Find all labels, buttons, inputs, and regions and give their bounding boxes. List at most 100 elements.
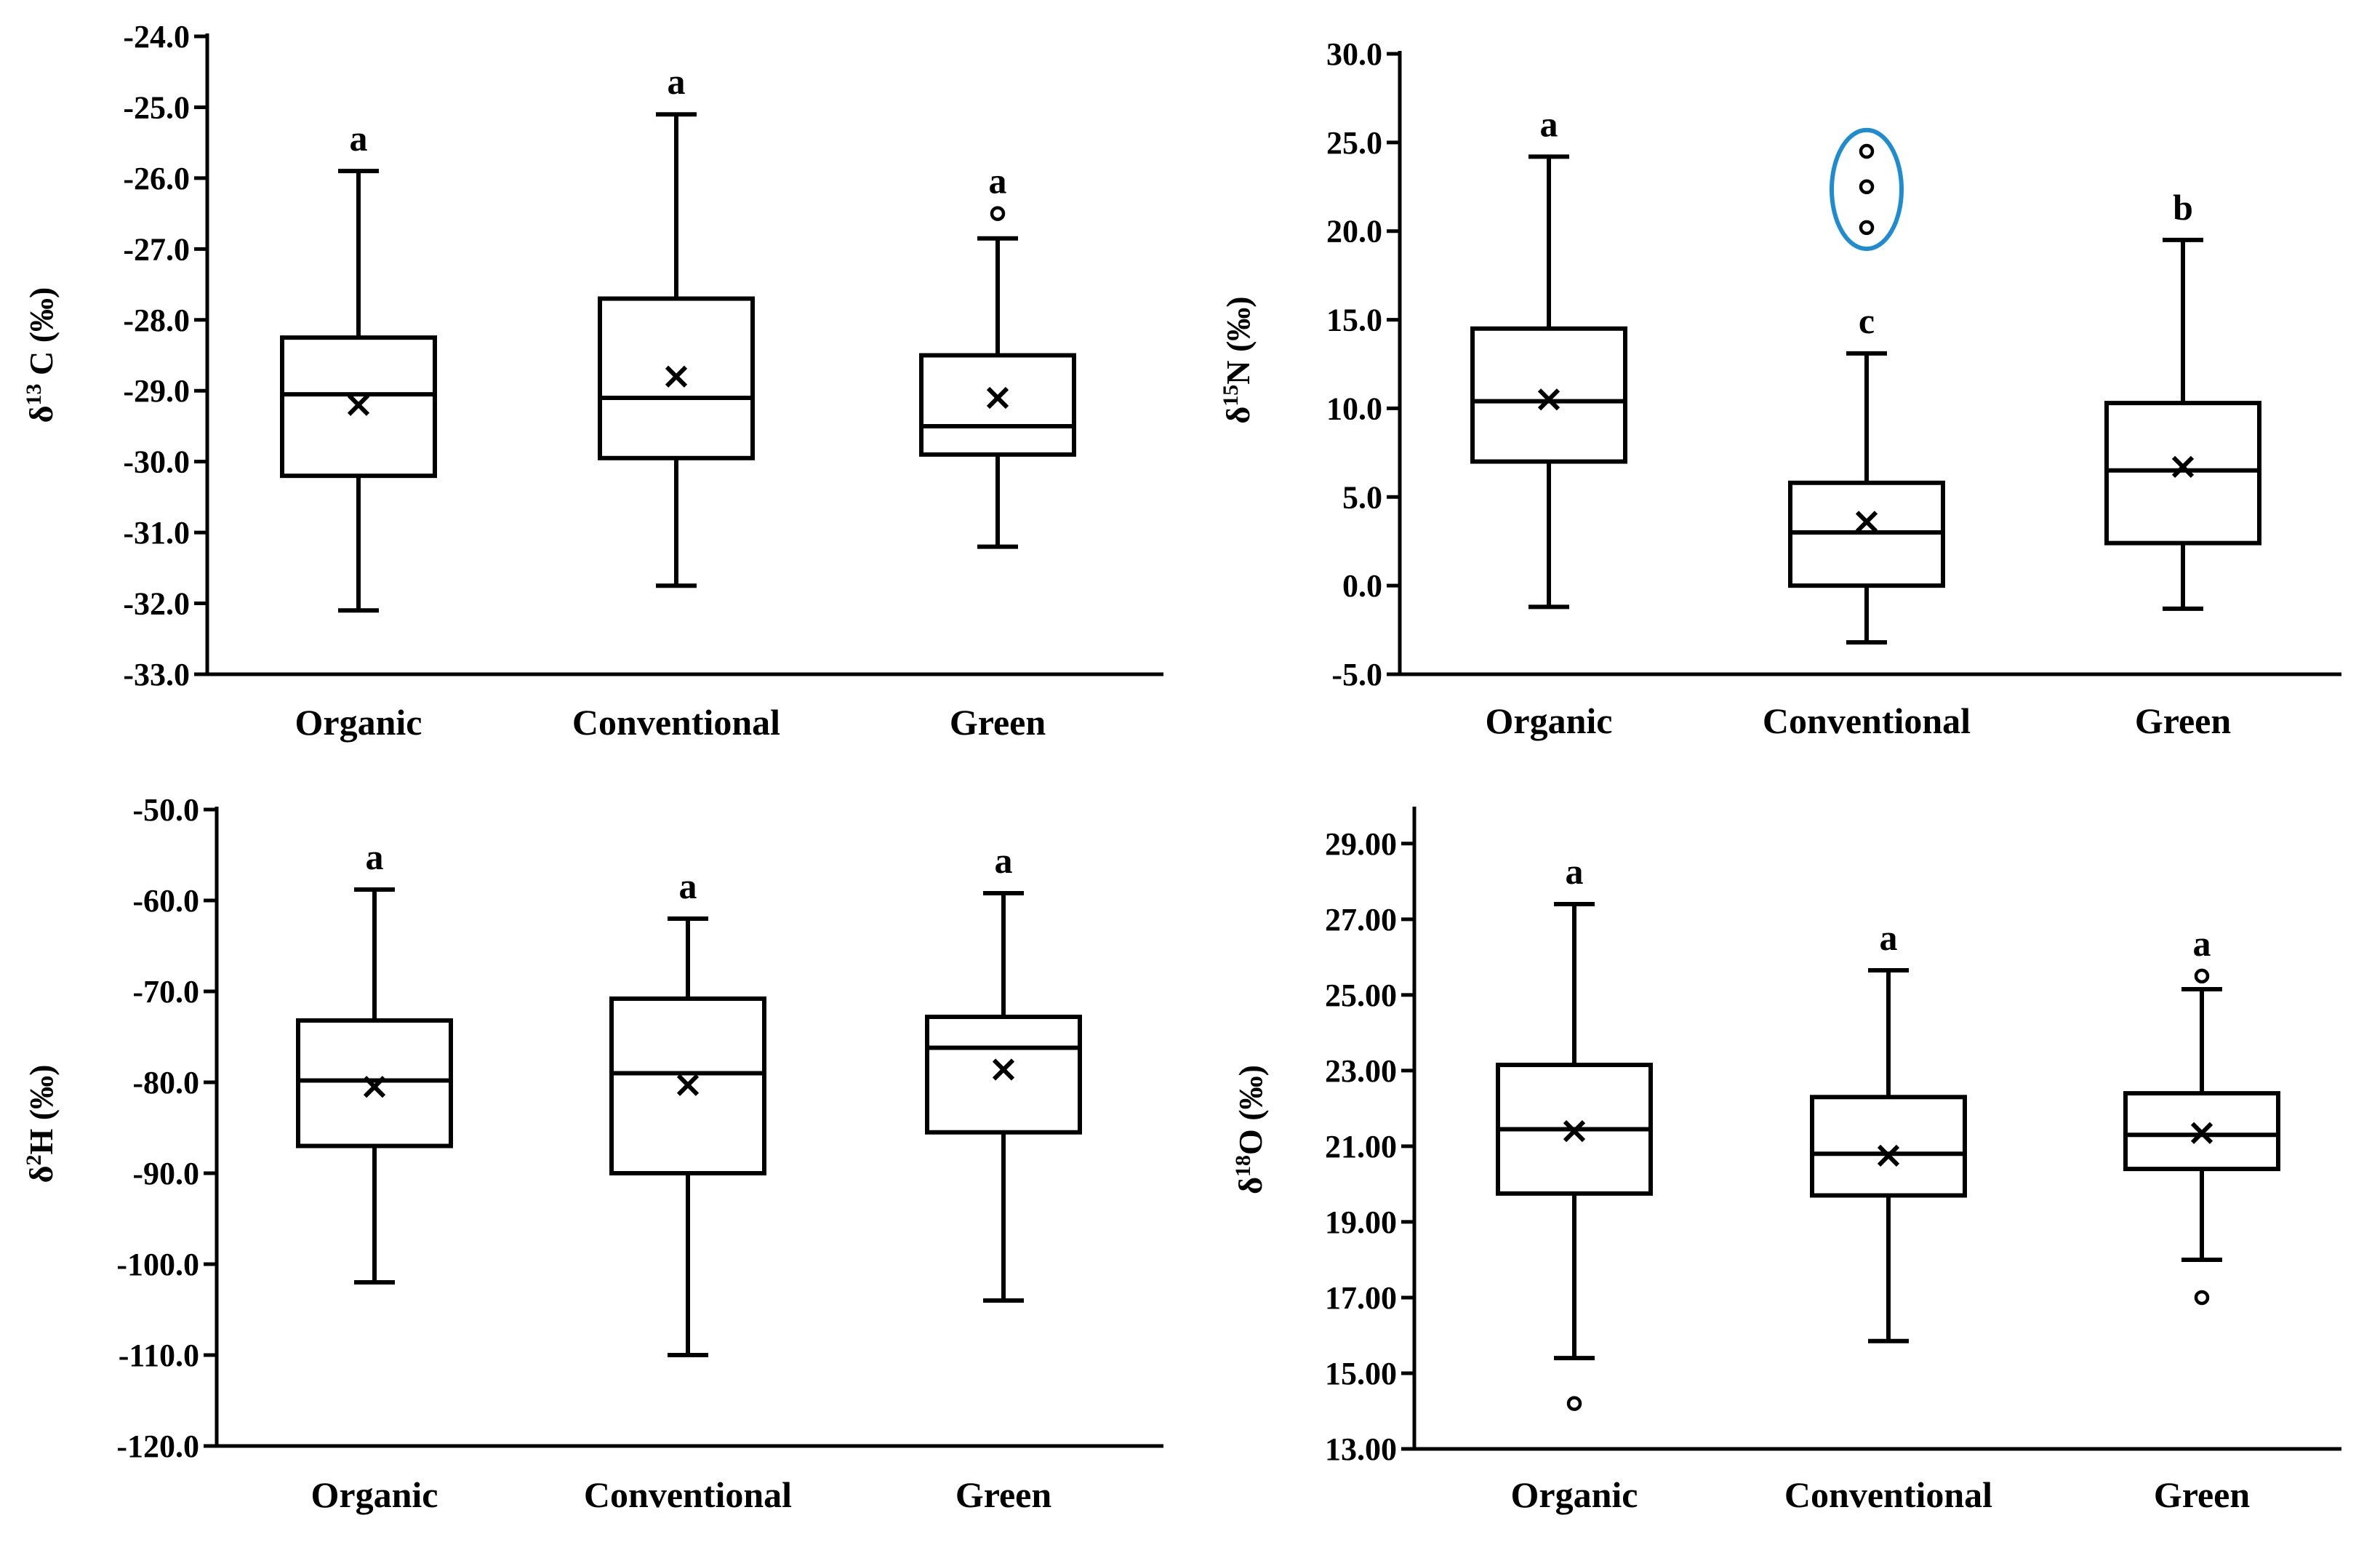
y-tick-label: 27.00 bbox=[1325, 902, 1397, 938]
x-category-label: Organic bbox=[1511, 1474, 1638, 1515]
panel-d13c: -24.0 -25.0 -26.0 -27.0 -28.0 -29.0 -30.0 -31.0… bbox=[22, 19, 1163, 743]
y-axis-label: δ2H (‰) bbox=[22, 1065, 60, 1183]
iqr-box bbox=[1810, 1095, 1967, 1198]
box-organic: a bbox=[1470, 103, 1627, 610]
mean-marker-stroke bbox=[1537, 388, 1560, 411]
y-tick-label: -60.0 bbox=[132, 883, 199, 919]
box-conventional: a bbox=[1810, 917, 1967, 1343]
y-tick-label: -27.0 bbox=[123, 231, 190, 267]
x-category-label: Conventional bbox=[584, 1474, 792, 1515]
y-tick-label: -80.0 bbox=[132, 1065, 199, 1100]
y-axis-label-prefix: δ bbox=[1219, 407, 1257, 424]
box-organic: a bbox=[280, 118, 437, 613]
y-axis-label: δ15N (‰) bbox=[1219, 296, 1257, 423]
mean-marker-stroke bbox=[347, 394, 370, 416]
significance-letter: a bbox=[995, 840, 1013, 881]
x-category-label: Organic bbox=[295, 702, 422, 743]
y-axis-label-prefix: δ bbox=[23, 1166, 60, 1183]
y-axis-label-superscript: 13 bbox=[22, 383, 46, 405]
significance-letter: a bbox=[366, 836, 384, 877]
y-axis-label-superscript: 15 bbox=[1219, 385, 1243, 407]
box-green: a bbox=[2123, 923, 2280, 1306]
y-tick-label: 29.00 bbox=[1325, 826, 1397, 862]
iqr-box bbox=[919, 353, 1076, 457]
box-organic: a bbox=[296, 836, 453, 1285]
mean-marker-stroke bbox=[363, 1076, 386, 1098]
mean-marker-stroke bbox=[665, 365, 688, 388]
mean-marker bbox=[986, 386, 1009, 410]
mean-marker-stroke bbox=[1877, 1144, 1900, 1167]
x-category-label: Green bbox=[2135, 700, 2232, 741]
mean-marker bbox=[2190, 1122, 2213, 1144]
outlier-point bbox=[2194, 1290, 2210, 1306]
x-category-label: Organic bbox=[1486, 700, 1613, 741]
y-tick-label: 25.00 bbox=[1325, 978, 1397, 1013]
mean-marker bbox=[1877, 1144, 1900, 1167]
y-tick-label: -28.0 bbox=[123, 303, 190, 338]
y-tick-label: -25.0 bbox=[123, 89, 190, 125]
significance-letter: c bbox=[1859, 300, 1875, 341]
iqr-box bbox=[1470, 326, 1627, 464]
y-axis-label-unit: H (‰) bbox=[23, 1065, 60, 1155]
y-tick-label: -90.0 bbox=[132, 1156, 199, 1191]
y-axis-label-unit: C (‰) bbox=[23, 287, 60, 384]
y-axis-label-prefix: δ bbox=[1232, 1177, 1269, 1194]
y-axis-label: δ18O (‰) bbox=[1231, 1065, 1269, 1194]
y-tick-label: -33.0 bbox=[123, 657, 190, 692]
significance-letter: a bbox=[350, 118, 368, 159]
mean-marker bbox=[676, 1074, 700, 1096]
significance-letter: a bbox=[1540, 103, 1558, 144]
outlier-point bbox=[1566, 1396, 1582, 1411]
x-category-label: Organic bbox=[311, 1474, 438, 1515]
y-tick-label: -70.0 bbox=[132, 974, 199, 1010]
y-tick-label: -32.0 bbox=[123, 586, 190, 622]
y-tick-label: -120.0 bbox=[116, 1429, 199, 1464]
y-tick-label: -100.0 bbox=[116, 1247, 199, 1282]
y-axis-label-unit: O (‰) bbox=[1232, 1065, 1269, 1155]
y-tick-label: 25.0 bbox=[1326, 125, 1382, 161]
y-tick-label: -30.0 bbox=[123, 444, 190, 480]
outlier-highlight-ellipse bbox=[1830, 127, 1904, 252]
mean-marker bbox=[2171, 455, 2195, 478]
mean-marker bbox=[665, 365, 688, 388]
y-axis-label-superscript: 18 bbox=[1231, 1155, 1255, 1177]
y-tick-label: 15.00 bbox=[1325, 1356, 1397, 1391]
y-tick-label: 23.00 bbox=[1325, 1053, 1397, 1089]
x-category-label: Conventional bbox=[1784, 1474, 1992, 1515]
y-tick-label: -29.0 bbox=[123, 373, 190, 409]
box-conventional: a bbox=[609, 866, 766, 1357]
outlier-point bbox=[2194, 968, 2210, 984]
y-tick-label: 30.0 bbox=[1326, 36, 1382, 72]
significance-letter: a bbox=[1880, 917, 1898, 958]
box-green: a bbox=[919, 161, 1076, 549]
y-tick-label: -26.0 bbox=[123, 161, 190, 196]
outlier-point bbox=[1859, 143, 1875, 159]
y-tick-label: -50.0 bbox=[132, 792, 199, 828]
x-category-label: Conventional bbox=[1763, 700, 1971, 741]
panel-d2h: -50.0 -60.0 -70.0 -80.0 -90.0 -100.0 -110.0 -12… bbox=[22, 792, 1163, 1515]
y-axis-label-unit: N (‰) bbox=[1219, 296, 1257, 384]
box-green: a bbox=[925, 840, 1082, 1303]
outlier-point bbox=[1859, 179, 1875, 195]
significance-letter: a bbox=[1566, 851, 1584, 892]
y-tick-label: 0.0 bbox=[1342, 568, 1382, 604]
box-organic: a bbox=[1496, 851, 1653, 1411]
significance-letter: a bbox=[668, 61, 686, 102]
mean-marker bbox=[1537, 388, 1560, 411]
box-conventional: a bbox=[598, 61, 755, 588]
y-tick-label: -24.0 bbox=[123, 19, 190, 55]
mean-marker-stroke bbox=[1855, 511, 1878, 533]
significance-letter: a bbox=[2193, 923, 2211, 964]
y-tick-label: 21.00 bbox=[1325, 1129, 1397, 1165]
outlier-point bbox=[1859, 220, 1875, 236]
mean-marker bbox=[992, 1058, 1015, 1081]
iqr-box bbox=[296, 1018, 453, 1148]
y-axis-label-superscript: 2 bbox=[22, 1155, 46, 1166]
mean-marker-stroke bbox=[1563, 1119, 1586, 1143]
y-tick-label: 19.00 bbox=[1325, 1205, 1397, 1240]
x-category-label: Conventional bbox=[572, 702, 780, 743]
y-tick-label: 5.0 bbox=[1342, 479, 1382, 515]
mean-marker-stroke bbox=[2190, 1122, 2213, 1144]
outlier-point bbox=[990, 206, 1006, 221]
box-conventional: c bbox=[1788, 143, 1945, 645]
